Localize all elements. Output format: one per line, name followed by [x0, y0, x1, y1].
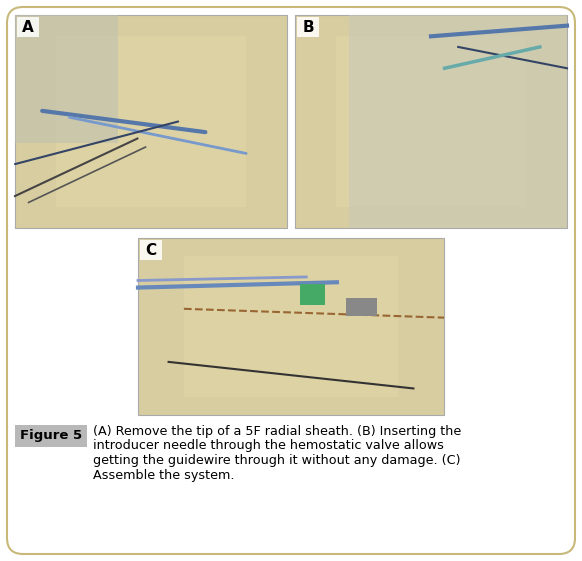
Text: Assemble the system.: Assemble the system.: [93, 468, 235, 481]
Bar: [349, 15, 567, 228]
Bar: [140, 240, 162, 260]
Bar: [15, 15, 287, 228]
Bar: [17, 17, 39, 37]
Bar: [138, 238, 444, 415]
FancyBboxPatch shape: [7, 7, 575, 554]
Bar: [15, 15, 118, 143]
Text: introducer needle through the hemostatic valve allows: introducer needle through the hemostatic…: [93, 439, 444, 453]
Bar: [184, 256, 398, 397]
Bar: [300, 284, 325, 305]
Bar: [346, 298, 377, 316]
Text: C: C: [146, 242, 157, 257]
Bar: [56, 36, 246, 206]
Bar: [336, 36, 526, 206]
Text: (A) Remove the tip of a 5F radial sheath. (B) Inserting the: (A) Remove the tip of a 5F radial sheath…: [93, 425, 462, 438]
Bar: [297, 17, 319, 37]
Text: Figure 5: Figure 5: [20, 430, 82, 443]
Text: B: B: [302, 20, 314, 34]
Bar: [15, 425, 87, 447]
Text: getting the guidewire through it without any damage. (C): getting the guidewire through it without…: [93, 454, 460, 467]
Text: A: A: [22, 20, 34, 34]
Bar: [295, 15, 567, 228]
